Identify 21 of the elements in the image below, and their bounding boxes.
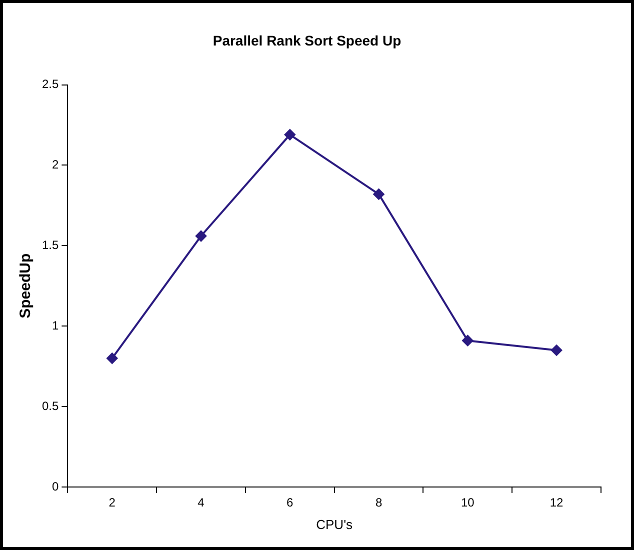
y-tick-label: 0.5 bbox=[42, 398, 59, 413]
y-tick-label: 1.5 bbox=[42, 238, 59, 252]
y-tick-label: 1 bbox=[52, 318, 59, 332]
y-tick-label: 2 bbox=[52, 158, 59, 172]
y-axis-title: SpeedUp bbox=[17, 253, 34, 318]
point bbox=[462, 335, 474, 346]
y-tick-label: 2.5 bbox=[42, 77, 59, 92]
point bbox=[284, 129, 296, 140]
point bbox=[106, 352, 118, 364]
x-tick-label: 6 bbox=[286, 496, 294, 510]
x-tick-label: 10 bbox=[460, 496, 475, 510]
x-axis-title: CPU's bbox=[316, 516, 354, 532]
point bbox=[196, 230, 207, 242]
point bbox=[551, 344, 562, 356]
chart-title: Parallel Rank Sort Speed Up bbox=[212, 32, 402, 48]
y-tick-label: 0 bbox=[52, 479, 59, 494]
x-tick-label: 8 bbox=[375, 496, 382, 510]
x-tick-label: 4 bbox=[198, 496, 205, 510]
x-tick-label: 12 bbox=[550, 496, 564, 510]
point bbox=[373, 188, 384, 200]
x-tick-label: 2 bbox=[108, 496, 116, 510]
